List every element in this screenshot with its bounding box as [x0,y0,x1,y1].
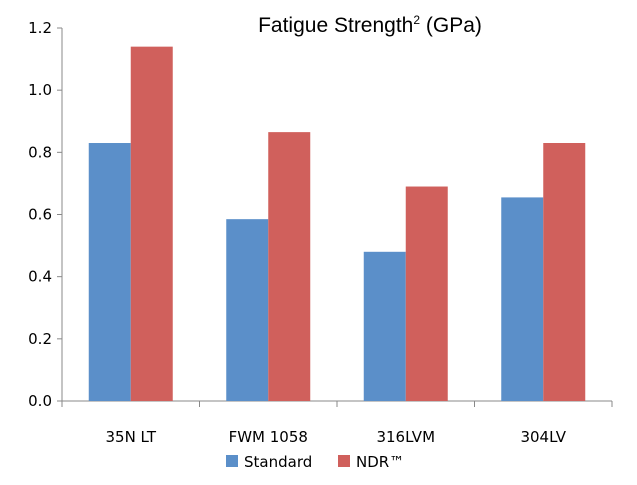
y-axis: 0.0 0.2 0.4 0.6 0.8 1.0 1.2 [28,19,63,410]
bar-ndr-35n-lt [130,46,173,402]
bars [88,46,586,402]
legend-label: NDR™ [356,453,404,471]
y-tick-label: 1.2 [28,19,52,37]
y-tick-label: 0.2 [28,330,52,348]
y-tick-label: 0.8 [28,143,52,161]
x-tick-label: 304LV [520,428,566,446]
x-axis: 35N LT FWM 1058 316LVM 304LV [61,400,613,446]
bar-standard-fwm-1058 [226,219,269,401]
bar-standard-35n-lt [88,143,131,401]
legend-swatch [338,455,350,467]
bar-ndr-304lv [543,143,586,401]
legend: Standard NDR™ [226,453,404,471]
x-tick-label: FWM 1058 [229,428,308,446]
bar-standard-304lv [501,197,544,401]
x-tick-label: 35N LT [105,428,156,446]
y-tick-label: 1.0 [28,81,52,99]
y-tick-label: 0.6 [28,206,52,224]
y-tick-label: 0.0 [28,392,52,410]
legend-swatch [226,455,238,467]
y-tick-label: 0.4 [28,268,52,286]
chart-title: Fatigue Strength2 (GPa) [258,13,482,37]
bar-ndr-316lvm [405,186,448,401]
bar-ndr-fwm-1058 [268,132,311,402]
bar-standard-316lvm [363,251,406,401]
x-tick-label: 316LVM [376,428,435,446]
legend-label: Standard [244,453,312,471]
